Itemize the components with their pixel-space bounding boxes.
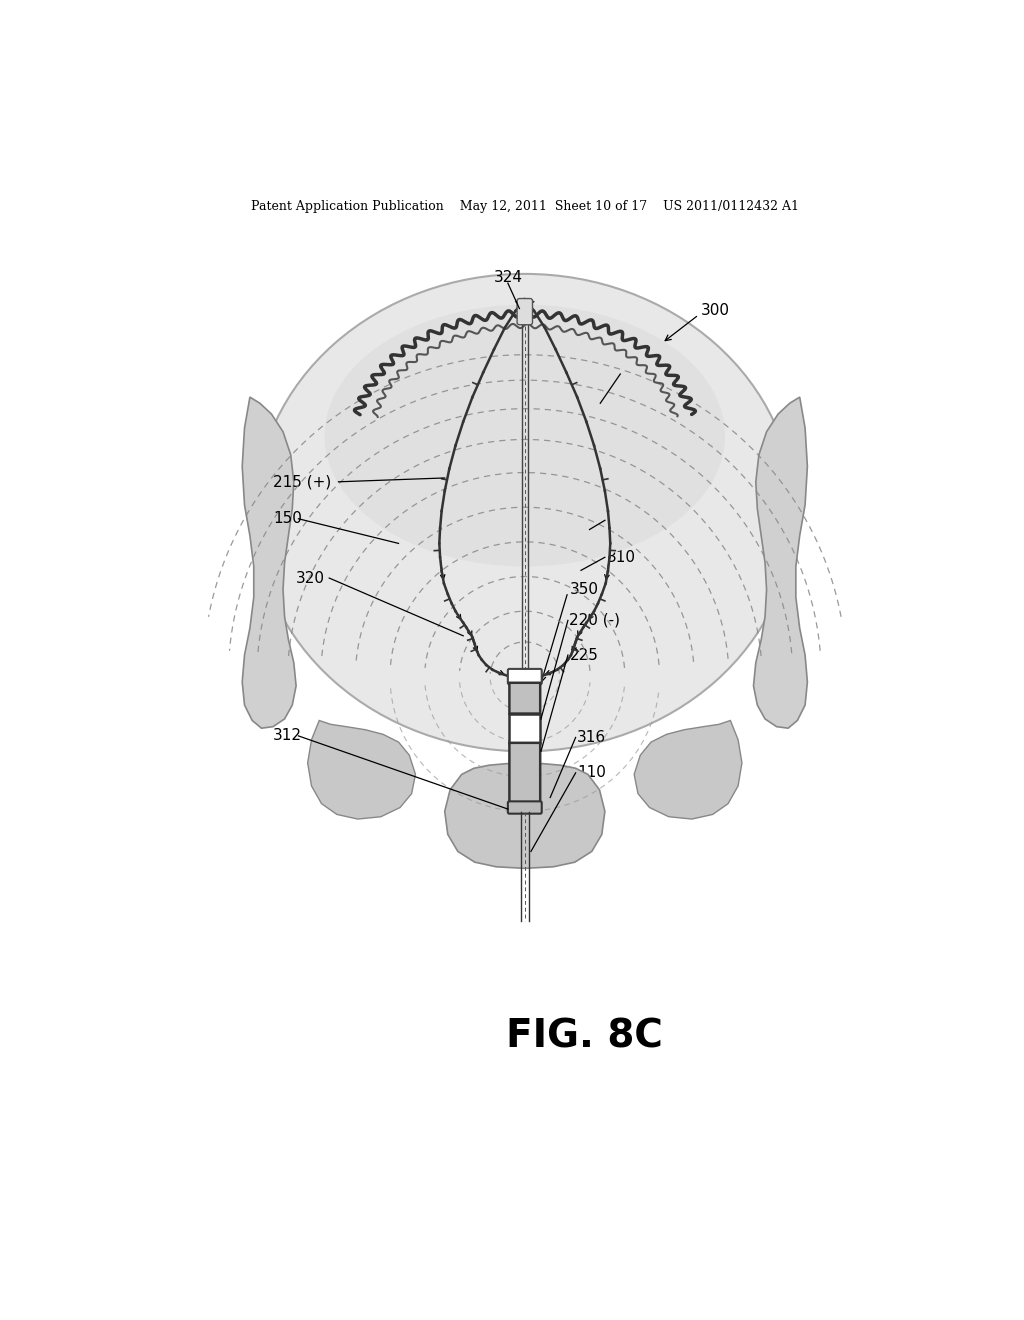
Text: 350: 350	[569, 582, 598, 597]
Text: 208: 208	[622, 367, 650, 381]
Text: 320: 320	[296, 570, 325, 586]
Ellipse shape	[255, 275, 795, 751]
Text: 324: 324	[494, 271, 522, 285]
Ellipse shape	[325, 305, 725, 566]
Text: 312: 312	[273, 729, 302, 743]
FancyBboxPatch shape	[509, 743, 541, 803]
FancyBboxPatch shape	[508, 669, 542, 684]
Text: 316: 316	[578, 730, 606, 744]
FancyBboxPatch shape	[517, 298, 532, 325]
Polygon shape	[634, 721, 742, 818]
FancyBboxPatch shape	[508, 801, 542, 813]
Polygon shape	[754, 397, 807, 729]
Text: 150: 150	[273, 511, 302, 527]
Text: 110: 110	[578, 766, 606, 780]
FancyBboxPatch shape	[509, 714, 541, 743]
Polygon shape	[444, 763, 605, 869]
Text: FIG. 8C: FIG. 8C	[507, 1018, 664, 1055]
Text: 225: 225	[569, 648, 598, 663]
Text: Patent Application Publication    May 12, 2011  Sheet 10 of 17    US 2011/011243: Patent Application Publication May 12, 2…	[251, 199, 799, 213]
Polygon shape	[243, 397, 296, 729]
Text: 300: 300	[700, 304, 729, 318]
Text: 220 (-): 220 (-)	[569, 612, 621, 628]
Text: 306: 306	[606, 512, 636, 528]
Polygon shape	[307, 721, 416, 818]
Text: 310: 310	[606, 549, 636, 565]
FancyBboxPatch shape	[509, 682, 541, 714]
Text: 215 (+): 215 (+)	[273, 474, 331, 490]
